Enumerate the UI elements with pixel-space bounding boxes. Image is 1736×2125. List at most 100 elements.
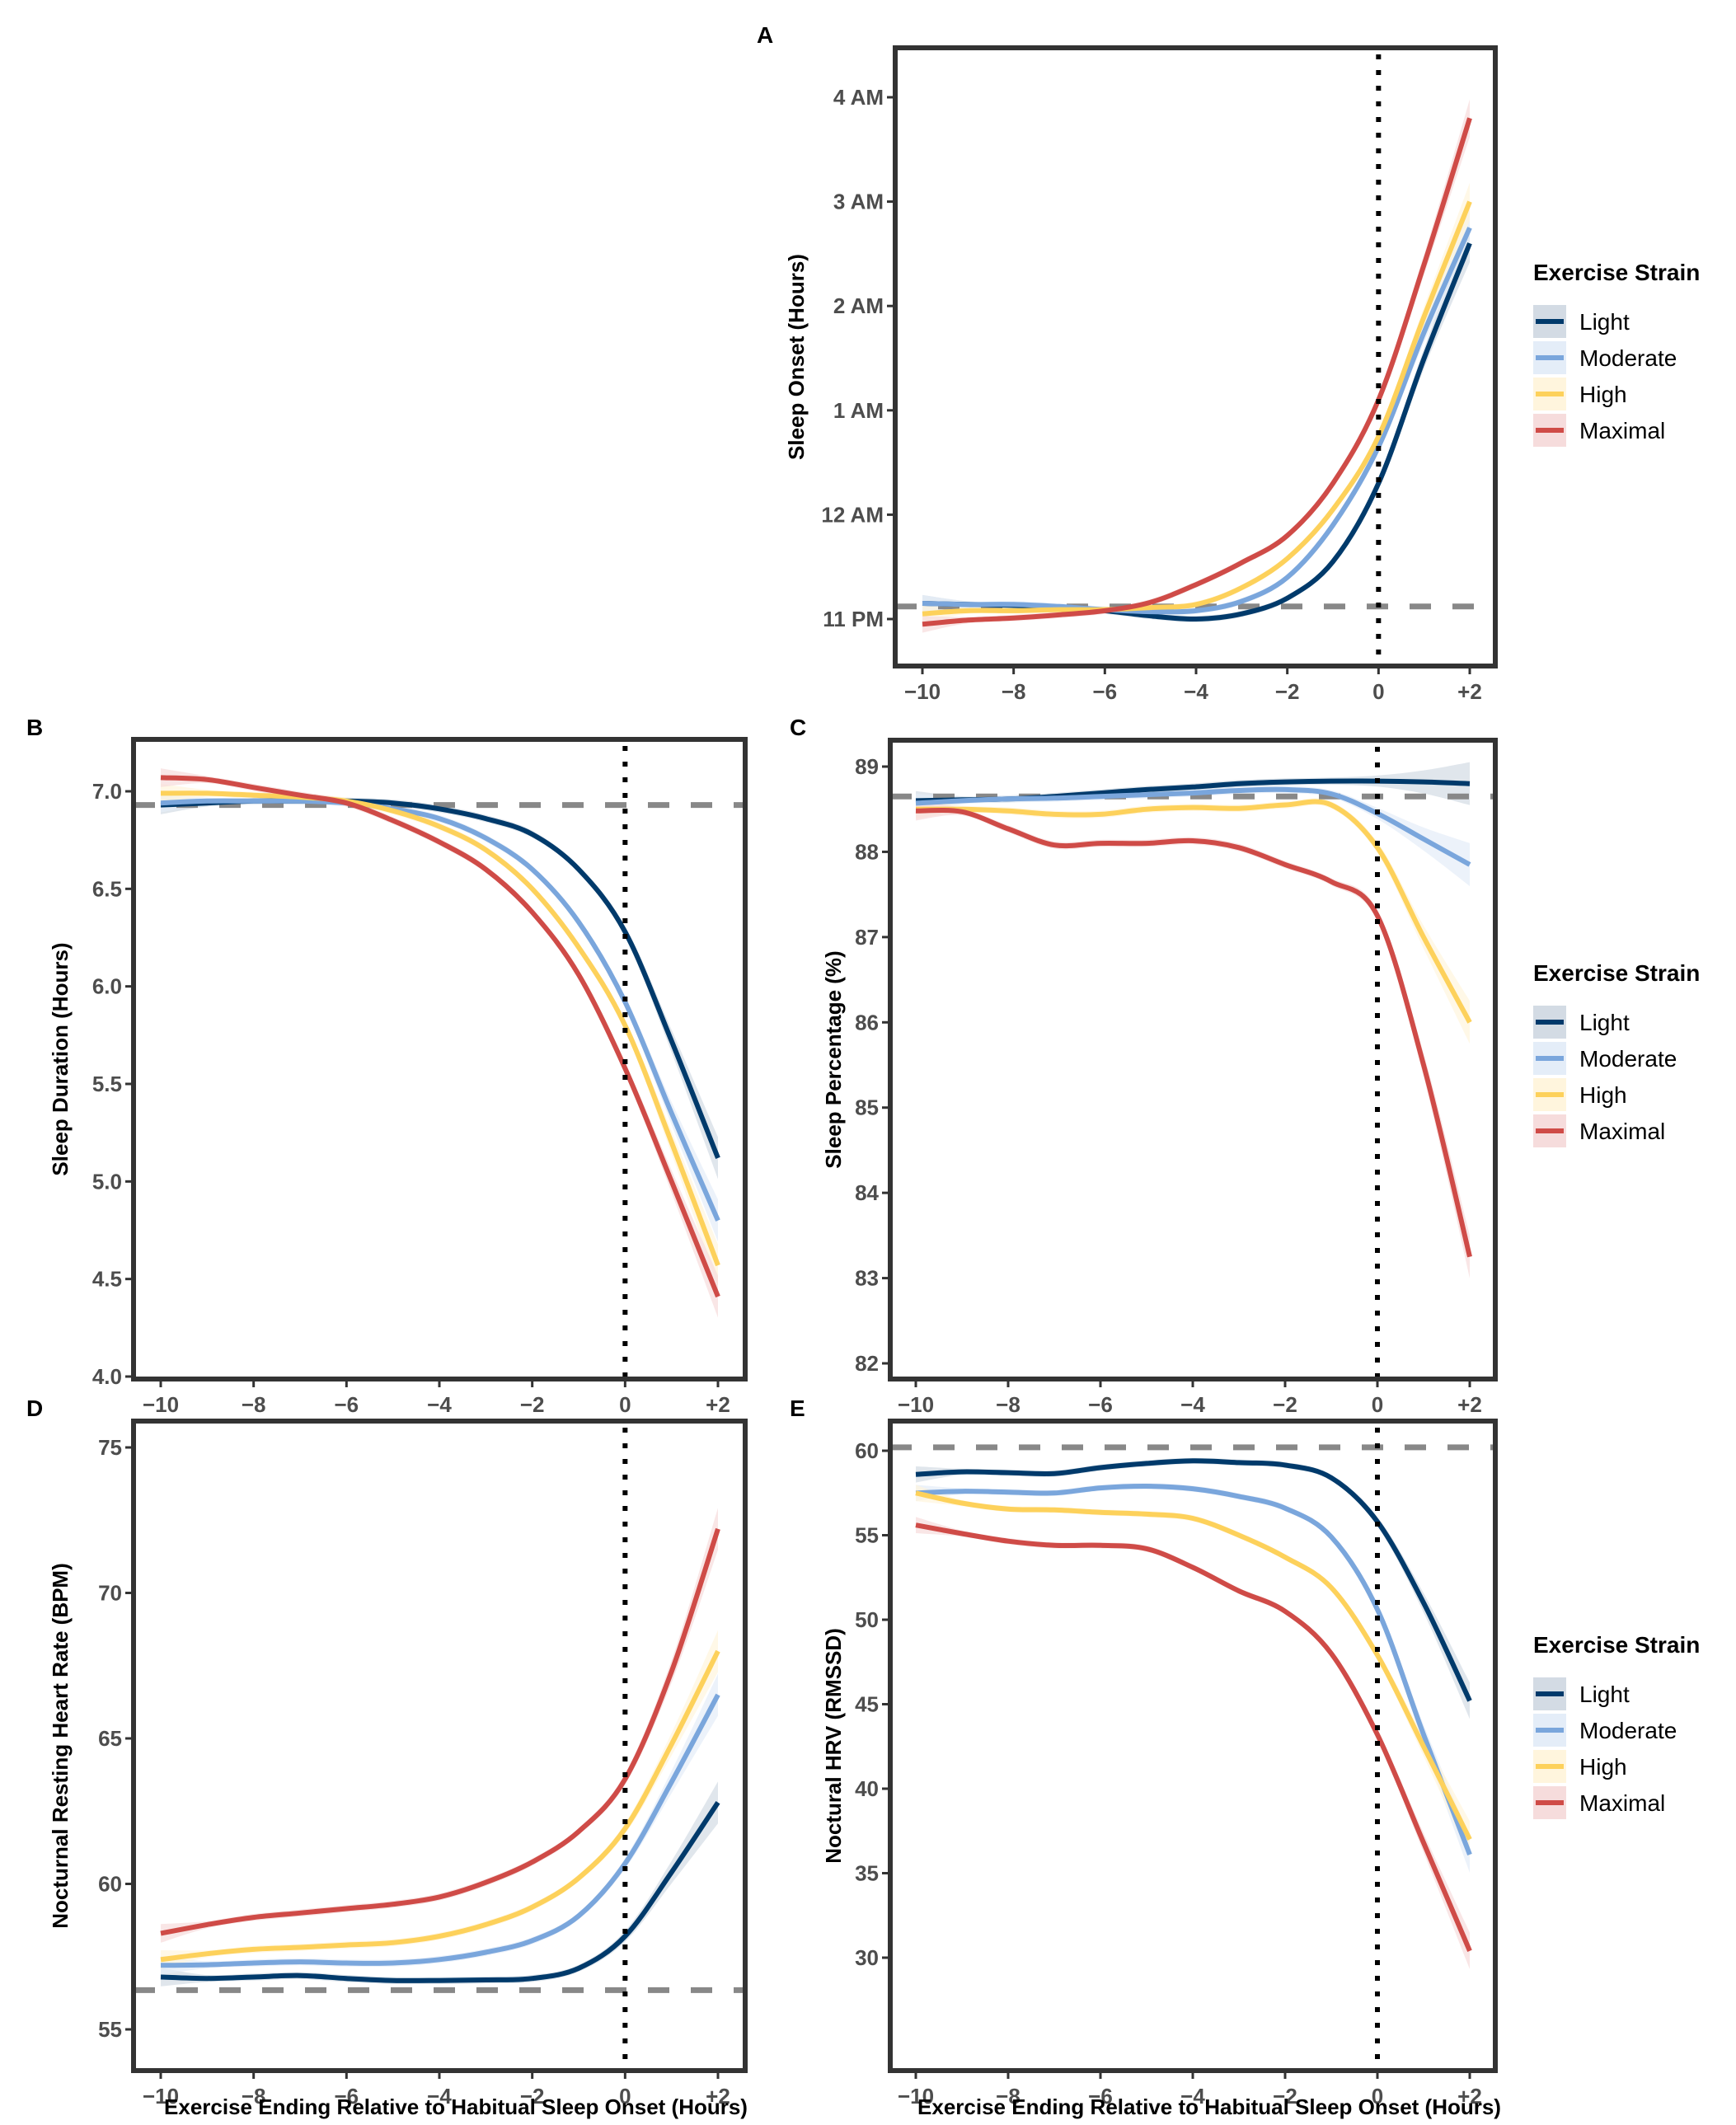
y-tick-label: 11 PM xyxy=(823,607,884,631)
ribbon-maximal xyxy=(922,99,1470,633)
x-tick-label: −6 xyxy=(335,2084,359,2109)
panel-b: B 4.0 4.5 5.0 5.5 6.0 6.5 7.0 −10 −8 −6 −4 −2 0 +2 Slee… xyxy=(26,715,748,1417)
series-line-maximal xyxy=(160,1527,720,1936)
panel-frame xyxy=(888,1419,1498,2073)
x-tick-label: −10 xyxy=(904,679,941,704)
panel-frame xyxy=(131,737,748,1381)
x-tick-label: −4 xyxy=(1180,1392,1205,1417)
legend-label: Light xyxy=(1579,1010,1630,1035)
y-tick-label: 2 AM xyxy=(833,293,884,318)
x-tick-label: −8 xyxy=(1002,679,1026,704)
plot-area xyxy=(134,1428,745,2071)
x-tick-label: −6 xyxy=(335,1392,359,1417)
panel-e: E 30 35 40 45 50 55 60 −10 −8 −6 −4 −2 0 +2 Noctural HR… xyxy=(790,1396,1700,2119)
y-axis-title: Noctural HRV (RMSSD) xyxy=(821,1628,846,1864)
legend-label: Maximal xyxy=(1579,1119,1665,1144)
legend-label: Light xyxy=(1579,1682,1630,1707)
ribbon-high xyxy=(922,182,1470,622)
y-tick-label: 85 xyxy=(855,1095,879,1120)
y-tick-label: 55 xyxy=(98,2017,122,2042)
panel-letter: D xyxy=(26,1396,43,1421)
panel-frame xyxy=(131,1419,748,2073)
y-tick-label: 88 xyxy=(855,839,879,864)
x-tick-label: −8 xyxy=(242,2084,266,2109)
legend: Exercise Strain Light Moderate High Maximal xyxy=(1533,1632,1700,1819)
series-line-high xyxy=(160,790,720,1267)
x-tick-label: −6 xyxy=(1088,2084,1113,2109)
series-line-moderate xyxy=(922,227,1472,615)
series-line-moderate xyxy=(915,1483,1472,1855)
y-tick-label: 75 xyxy=(98,1435,122,1460)
ribbon-high xyxy=(161,784,718,1287)
legend-label: Light xyxy=(1579,309,1630,335)
y-tick-label: 6.0 xyxy=(92,974,122,999)
y-tick-label: 4.0 xyxy=(92,1364,122,1389)
series-line-maximal xyxy=(922,117,1472,627)
x-tick-label: +2 xyxy=(706,1392,730,1417)
legend-label: High xyxy=(1579,1082,1627,1108)
y-tick-label: 5.0 xyxy=(92,1169,122,1194)
ribbon-light xyxy=(916,1457,1470,1719)
x-tick-label: −4 xyxy=(427,1392,452,1417)
x-axis-title: Exercise Ending Relative to Habitual Sle… xyxy=(164,2095,748,2119)
ribbon-maximal xyxy=(916,801,1470,1278)
x-tick-label: +2 xyxy=(1457,679,1482,704)
series-line-light xyxy=(160,1801,720,1983)
panel-frame xyxy=(888,738,1498,1381)
y-tick-label: 7.0 xyxy=(92,779,122,804)
y-tick-label: 3 AM xyxy=(833,190,884,214)
y-tick-label: 1 AM xyxy=(833,398,884,423)
y-tick-label: 30 xyxy=(855,1945,879,1970)
series-line-moderate xyxy=(160,798,720,1222)
legend-label: Moderate xyxy=(1579,1046,1677,1072)
x-tick-label: 0 xyxy=(1372,2084,1383,2109)
y-tick-label: 12 AM xyxy=(821,502,884,527)
y-tick-label: 70 xyxy=(98,1581,122,1606)
panel-letter: B xyxy=(26,715,43,740)
y-axis-title: Sleep Percentage (%) xyxy=(821,950,846,1168)
legend-label: High xyxy=(1579,1754,1627,1780)
series-line-maximal xyxy=(915,1522,1472,1952)
series-line-high xyxy=(915,1490,1472,1841)
series-line-moderate xyxy=(915,786,1471,867)
panel-letter: A xyxy=(757,22,773,48)
legend-title: Exercise Strain xyxy=(1533,260,1700,285)
panel-d: D 55 60 65 70 75 −10 −8 −6 −4 −2 0 +2 Nocturnal Resti… xyxy=(26,1396,748,2119)
y-tick-label: 4 AM xyxy=(833,85,884,110)
x-tick-label: −4 xyxy=(1184,679,1208,704)
legend-label: Moderate xyxy=(1579,1718,1677,1743)
series-line-light xyxy=(915,1458,1472,1702)
y-tick-label: 87 xyxy=(855,925,879,950)
x-tick-label: −10 xyxy=(898,1392,934,1417)
x-tick-label: −8 xyxy=(242,1392,266,1417)
y-tick-label: 50 xyxy=(855,1607,879,1632)
legend-title: Exercise Strain xyxy=(1533,960,1700,986)
x-tick-label: −2 xyxy=(1273,2084,1297,2109)
ribbon-maximal xyxy=(916,1517,1470,1969)
panel-letter: E xyxy=(790,1396,805,1421)
legend: Exercise Strain Light Moderate High Maximal xyxy=(1533,260,1700,447)
series-line-moderate xyxy=(160,1693,720,1968)
ribbon-light xyxy=(161,795,718,1180)
y-tick-label: 65 xyxy=(98,1726,122,1751)
legend-label: Maximal xyxy=(1579,1790,1665,1816)
plot-area xyxy=(890,1428,1495,2071)
y-tick-label: 40 xyxy=(855,1776,879,1801)
series-line-maximal xyxy=(160,775,720,1298)
x-tick-label: −10 xyxy=(143,1392,179,1417)
x-tick-label: −2 xyxy=(1273,1392,1297,1417)
y-tick-label: 55 xyxy=(855,1523,879,1548)
x-tick-label: 0 xyxy=(1372,679,1384,704)
y-tick-label: 5.5 xyxy=(92,1072,122,1096)
plot-area xyxy=(134,746,745,1379)
y-tick-label: 86 xyxy=(855,1010,879,1034)
x-tick-label: −2 xyxy=(520,1392,545,1417)
x-tick-label: −10 xyxy=(898,2084,934,2109)
y-tick-label: 82 xyxy=(855,1351,879,1376)
legend: Exercise Strain Light Moderate High Maximal xyxy=(1533,960,1700,1147)
legend-title: Exercise Strain xyxy=(1533,1632,1700,1658)
series-line-high xyxy=(915,799,1472,1024)
x-tick-label: −8 xyxy=(996,2084,1020,2109)
ribbon-high xyxy=(916,798,1470,1044)
